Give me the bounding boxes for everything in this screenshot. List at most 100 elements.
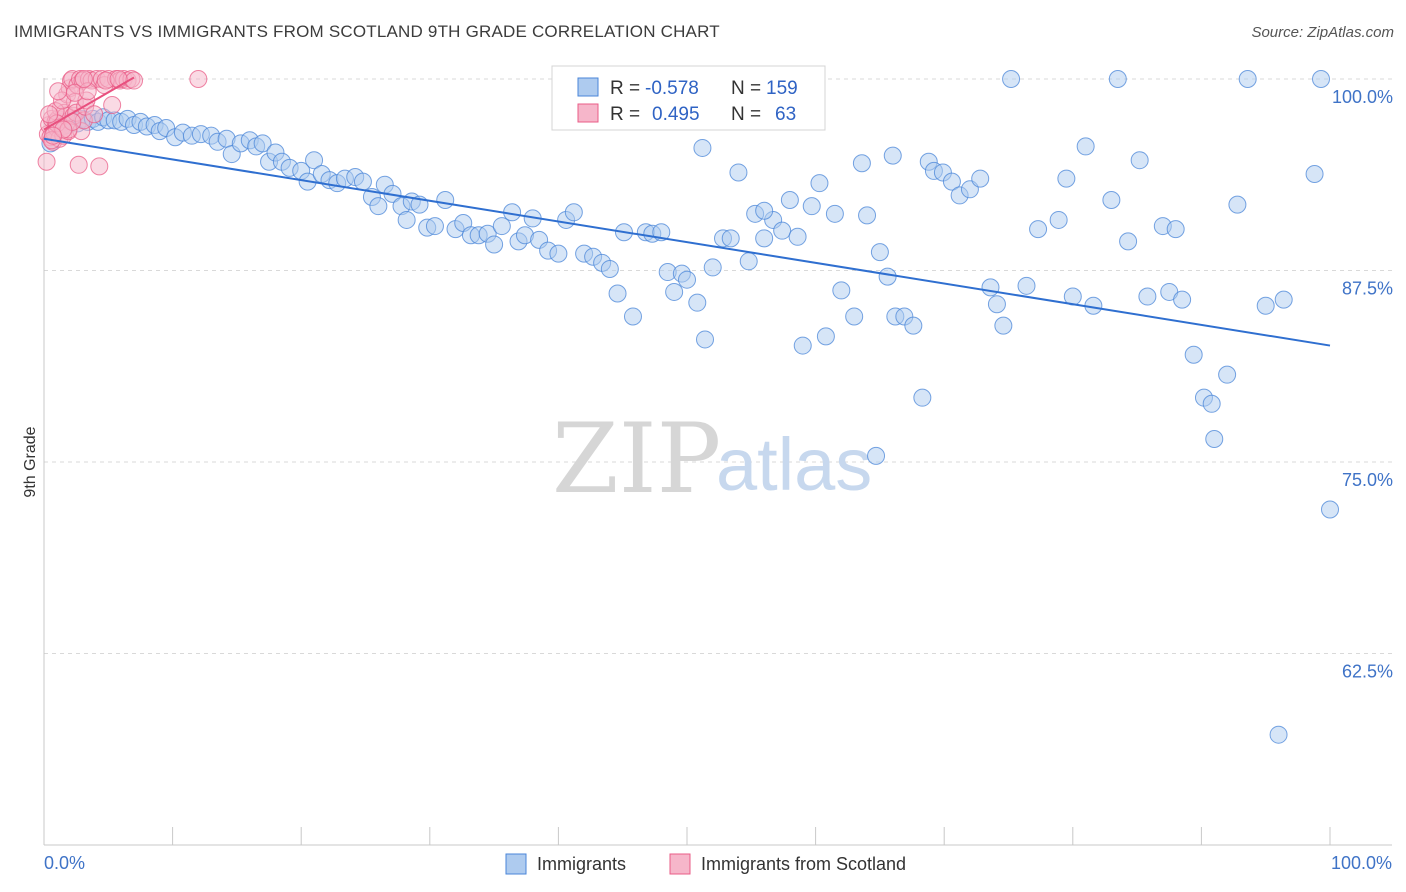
immigrants-point <box>971 169 990 188</box>
bottom-legend-label-scotland: Immigrants from Scotland <box>701 854 906 874</box>
immigrants-point <box>1029 220 1048 239</box>
immigrants-point <box>436 191 455 210</box>
y-tick-label: 100.0% <box>1332 87 1393 107</box>
immigrants-point <box>1238 70 1257 88</box>
bottom-legend-label-immigrants: Immigrants <box>537 854 626 874</box>
immigrants-point <box>600 259 619 278</box>
x-tick-label-min: 0.0% <box>44 853 85 873</box>
immigrants-point <box>693 138 712 157</box>
immigrants-point <box>1173 290 1192 309</box>
gridlines <box>44 78 1392 654</box>
immigrants-point <box>1256 296 1275 315</box>
legend-r-label-2: R = <box>610 104 640 125</box>
y-axis-label: 9th Grade <box>22 426 39 497</box>
immigrants-point <box>755 201 774 220</box>
immigrants-point <box>608 284 627 303</box>
watermark-zip: ZIP <box>552 403 721 515</box>
scotland-trend-line <box>43 76 135 131</box>
immigrants-point <box>549 244 568 263</box>
immigrants-point <box>1166 220 1185 239</box>
y-tick-label: 62.5% <box>1342 662 1393 682</box>
legend-n-value-1: 159 <box>766 78 798 99</box>
immigrants-point <box>773 221 792 240</box>
scotland-point <box>109 70 128 88</box>
immigrants-point <box>883 146 902 165</box>
immigrants-point <box>852 154 871 173</box>
trend-lines <box>43 76 1331 347</box>
immigrants-point <box>703 258 722 277</box>
immigrants-point <box>810 174 829 193</box>
x-tick-label-max: 100.0% <box>1331 853 1392 873</box>
scotland-point <box>90 157 109 176</box>
legend-n-label-1: N = <box>731 78 761 99</box>
immigrants-point <box>397 210 416 229</box>
immigrants-point <box>1102 191 1121 210</box>
immigrants-point <box>1119 232 1138 251</box>
immigrants-point <box>1130 151 1149 170</box>
legend-r-label-1: R = <box>610 78 640 99</box>
immigrants-point <box>1076 137 1095 156</box>
immigrants-point <box>870 243 889 262</box>
immigrants-point <box>1057 169 1076 188</box>
legend-r-value-2: 0.495 <box>652 104 700 125</box>
immigrants-point <box>1311 70 1330 88</box>
immigrants-point <box>816 327 835 346</box>
immigrants-point <box>1218 365 1237 384</box>
immigrants-point <box>1108 70 1127 88</box>
immigrants-point <box>755 229 774 248</box>
immigrants-point <box>1184 345 1203 364</box>
scotland-point <box>69 155 88 174</box>
x-ticks <box>43 827 1331 845</box>
bottom-legend: Immigrants Immigrants from Scotland <box>505 853 906 875</box>
immigrants-point <box>696 330 715 349</box>
immigrants-point <box>1228 195 1247 214</box>
immigrants-point <box>788 227 807 246</box>
immigrants-point <box>305 151 324 170</box>
scotland-point <box>103 96 122 115</box>
immigrants-point <box>1269 725 1288 744</box>
immigrants-point <box>913 388 932 407</box>
immigrants-point <box>678 270 696 289</box>
immigrants-point <box>780 191 799 210</box>
immigrants-point <box>1049 210 1068 229</box>
watermark-atlas: atlas <box>716 423 872 506</box>
immigrants-point <box>1002 70 1021 88</box>
immigrants-point <box>729 163 748 182</box>
immigrants-point <box>1202 394 1221 413</box>
legend-r-value-1: -0.578 <box>645 78 699 99</box>
immigrants-point <box>867 446 886 465</box>
bottom-legend-swatch-immigrants <box>505 853 527 875</box>
immigrants-point <box>688 293 707 312</box>
scotland-points <box>37 70 208 176</box>
scotland-point <box>74 70 93 88</box>
immigrants-point <box>253 134 272 153</box>
scotland-point <box>40 105 59 124</box>
immigrants-point <box>492 217 511 236</box>
immigrants-point <box>739 252 758 271</box>
immigrants-point <box>1017 276 1036 295</box>
immigrants-point <box>623 307 642 326</box>
immigrants-point <box>832 281 851 300</box>
immigrants-point <box>994 316 1013 335</box>
immigrants-point <box>981 278 1000 297</box>
legend-swatch-immigrants <box>577 77 599 97</box>
immigrants-point <box>1305 164 1324 183</box>
legend-n-label-2: N = <box>731 104 761 125</box>
immigrants-point <box>369 197 388 216</box>
scotland-point <box>189 70 208 88</box>
y-tick-label: 75.0% <box>1342 470 1393 490</box>
immigrants-point <box>1274 290 1293 309</box>
immigrants-point <box>485 235 504 254</box>
immigrants-point <box>665 282 684 301</box>
immigrants-point <box>987 295 1006 314</box>
immigrants-point <box>904 316 923 335</box>
immigrants-point <box>721 229 740 248</box>
immigrants-point <box>425 217 444 236</box>
immigrants-point <box>564 203 583 222</box>
scotland-point <box>49 82 68 101</box>
immigrants-point <box>1205 430 1224 449</box>
y-tick-label: 87.5% <box>1342 279 1393 299</box>
scotland-point <box>37 152 56 171</box>
chart-title: IMMIGRANTS VS IMMIGRANTS FROM SCOTLAND 9… <box>14 22 720 41</box>
